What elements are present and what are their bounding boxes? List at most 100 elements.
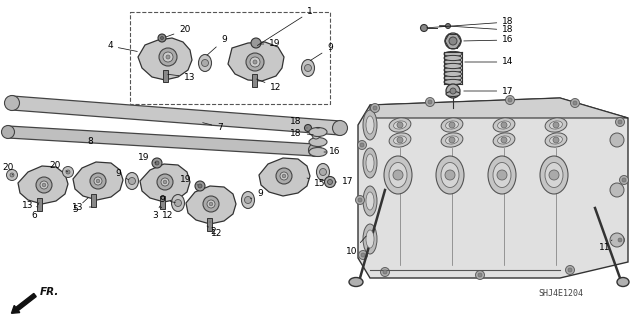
- Circle shape: [305, 124, 312, 131]
- Ellipse shape: [493, 162, 511, 188]
- Circle shape: [207, 200, 215, 208]
- Ellipse shape: [444, 51, 462, 56]
- Circle shape: [568, 268, 572, 272]
- Text: 13: 13: [72, 203, 92, 211]
- Text: 16: 16: [324, 147, 340, 157]
- Circle shape: [253, 60, 257, 64]
- Circle shape: [508, 98, 512, 102]
- Ellipse shape: [309, 137, 327, 146]
- Circle shape: [428, 100, 432, 104]
- Ellipse shape: [444, 59, 462, 65]
- Circle shape: [282, 174, 286, 178]
- Circle shape: [305, 64, 312, 71]
- Ellipse shape: [389, 133, 411, 147]
- Circle shape: [90, 173, 106, 189]
- Ellipse shape: [497, 121, 511, 129]
- Text: 2: 2: [210, 222, 216, 236]
- Circle shape: [36, 177, 52, 193]
- Polygon shape: [8, 126, 316, 156]
- Circle shape: [393, 170, 403, 180]
- Ellipse shape: [349, 278, 363, 286]
- Circle shape: [94, 177, 102, 185]
- Circle shape: [161, 178, 169, 186]
- Circle shape: [501, 137, 507, 143]
- Polygon shape: [18, 166, 68, 204]
- Circle shape: [40, 181, 48, 189]
- Text: 9: 9: [310, 43, 333, 61]
- Polygon shape: [259, 158, 310, 196]
- Ellipse shape: [545, 133, 567, 147]
- Ellipse shape: [441, 162, 459, 188]
- Circle shape: [202, 60, 209, 66]
- Text: 18: 18: [291, 129, 313, 137]
- Circle shape: [10, 173, 14, 177]
- Circle shape: [383, 270, 387, 274]
- Ellipse shape: [444, 56, 462, 61]
- FancyArrow shape: [12, 293, 36, 313]
- Circle shape: [319, 168, 326, 175]
- Ellipse shape: [436, 156, 464, 194]
- Bar: [252, 74, 257, 87]
- Circle shape: [449, 137, 455, 143]
- Circle shape: [129, 177, 136, 184]
- Ellipse shape: [301, 60, 314, 77]
- Text: 6: 6: [31, 203, 39, 219]
- Circle shape: [426, 98, 435, 107]
- Ellipse shape: [172, 195, 184, 211]
- Circle shape: [449, 122, 455, 128]
- Text: 18: 18: [451, 26, 514, 34]
- Circle shape: [381, 268, 390, 277]
- Text: 17: 17: [464, 86, 514, 95]
- Text: 9: 9: [115, 169, 129, 180]
- Circle shape: [616, 117, 625, 127]
- Ellipse shape: [389, 118, 411, 132]
- Ellipse shape: [444, 71, 462, 77]
- Text: 5: 5: [72, 198, 88, 214]
- Bar: [160, 196, 165, 209]
- Ellipse shape: [366, 230, 374, 248]
- Circle shape: [445, 24, 451, 28]
- Circle shape: [158, 34, 166, 42]
- Circle shape: [280, 172, 288, 180]
- Text: 12: 12: [161, 207, 173, 219]
- Ellipse shape: [317, 164, 330, 181]
- Circle shape: [163, 52, 173, 62]
- Ellipse shape: [363, 186, 377, 216]
- Ellipse shape: [309, 128, 327, 137]
- Text: 1: 1: [257, 8, 313, 46]
- Circle shape: [163, 180, 167, 184]
- Circle shape: [445, 33, 461, 49]
- Circle shape: [445, 170, 455, 180]
- Circle shape: [610, 183, 624, 197]
- Ellipse shape: [308, 144, 321, 157]
- Ellipse shape: [617, 278, 629, 286]
- Circle shape: [501, 122, 507, 128]
- Text: 10: 10: [346, 236, 366, 256]
- Circle shape: [450, 88, 456, 94]
- Ellipse shape: [445, 136, 458, 144]
- Polygon shape: [370, 98, 628, 118]
- Text: 19: 19: [180, 175, 198, 185]
- Circle shape: [244, 197, 252, 204]
- Ellipse shape: [389, 162, 407, 188]
- Bar: [91, 194, 96, 207]
- Circle shape: [42, 183, 46, 187]
- Ellipse shape: [545, 162, 563, 188]
- Text: 17: 17: [336, 177, 354, 187]
- Bar: [207, 218, 212, 231]
- Text: 9: 9: [207, 35, 227, 55]
- Circle shape: [397, 122, 403, 128]
- Text: 19: 19: [138, 152, 156, 163]
- Circle shape: [610, 133, 624, 147]
- Circle shape: [478, 273, 482, 277]
- Text: 15: 15: [307, 178, 326, 188]
- Circle shape: [618, 238, 622, 242]
- Circle shape: [6, 169, 17, 181]
- Ellipse shape: [394, 121, 406, 129]
- Circle shape: [328, 180, 333, 184]
- Polygon shape: [73, 162, 123, 200]
- Text: 20: 20: [166, 26, 191, 37]
- Circle shape: [66, 170, 70, 174]
- Ellipse shape: [366, 154, 374, 172]
- Circle shape: [250, 57, 260, 67]
